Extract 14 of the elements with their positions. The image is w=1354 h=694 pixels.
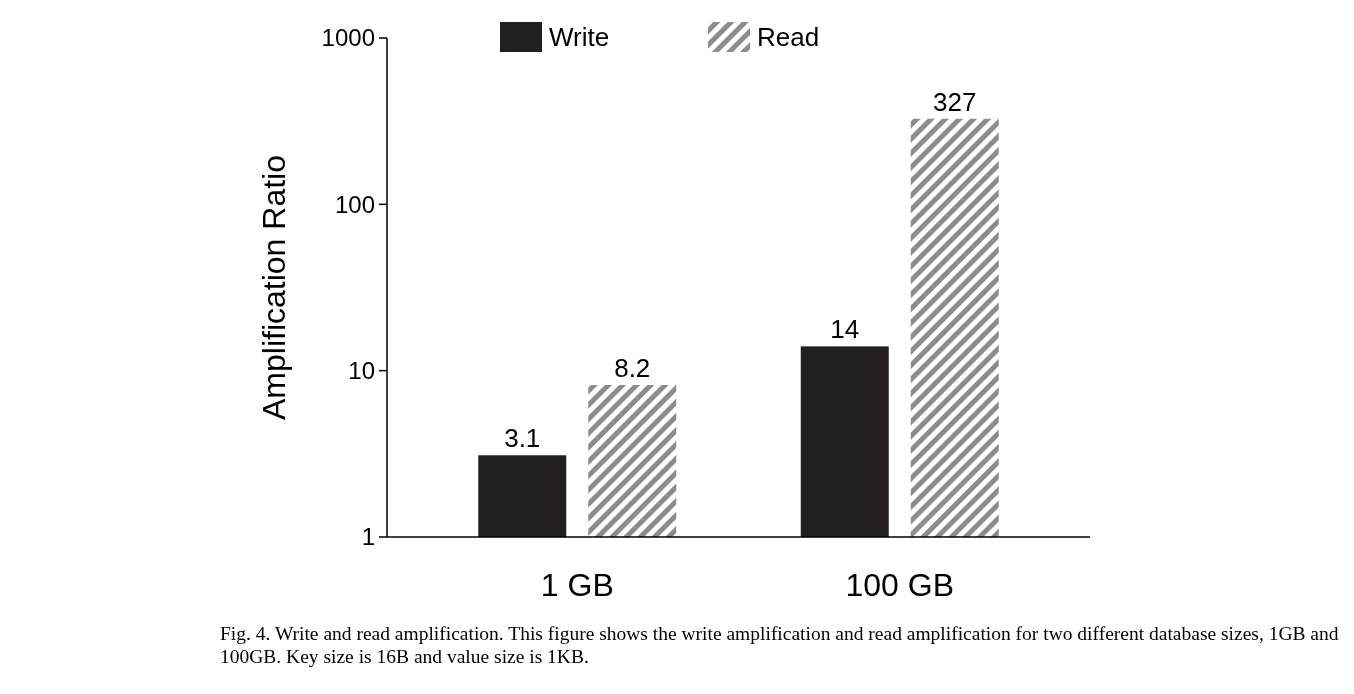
y-tick-label: 100 [334, 190, 375, 218]
x-tick-label: 100 GB [845, 567, 954, 603]
y-tick-label: 1 [361, 523, 375, 551]
data-label: 8.2 [614, 353, 651, 383]
data-label: 3.1 [504, 423, 541, 454]
y-tick-label: 10 [348, 357, 375, 385]
legend-label: Read [757, 22, 820, 53]
y-tick-label: 1000 [321, 24, 375, 52]
legend-label: Write [549, 22, 610, 53]
data-label: 14 [830, 314, 860, 345]
y-axis-title: Amplification Ratio [256, 155, 292, 420]
x-tick-label: 1 GB [540, 567, 614, 603]
caption: Fig. 4. Write and read amplification. This figure shows the write amplification and read amplification for two different database sizes, 1GB and 100GB. Key size is 16B and value size is 1KB. [220, 622, 1340, 668]
data-label: 327 [933, 86, 977, 117]
